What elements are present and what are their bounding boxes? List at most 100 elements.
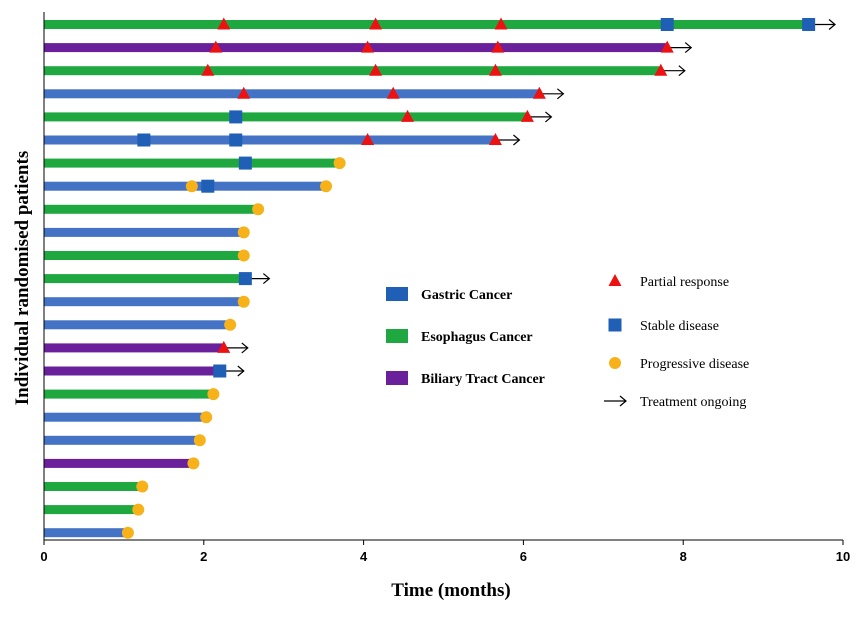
patient-bar-3-esophagus [44, 66, 661, 76]
x-tick-label-8: 8 [680, 549, 687, 564]
patient-3-event-4-partial [654, 63, 668, 76]
legend-marker-ongoing [604, 395, 627, 407]
patient-bar-4-gastric [44, 89, 540, 99]
legend: Gastric Cancer Esophagus Cancer Biliary Tr… [386, 274, 749, 410]
legend-marker-stable_disease [608, 318, 622, 332]
patient-bar-8-gastric [44, 181, 327, 191]
patient-6-event-3-partial [361, 133, 375, 145]
x-tick-label-4: 4 [360, 549, 368, 564]
patient-14-event-1-progressive [224, 318, 237, 331]
patient-8-event-2-stable [201, 179, 215, 193]
patient-bar-10-gastric [44, 227, 244, 237]
patient-6-event-2-stable [229, 133, 243, 147]
patient-12-event-1-stable [238, 272, 252, 286]
patient-6-event-4-partial [488, 133, 502, 145]
patient-bar-2-biliary [44, 43, 668, 53]
patient-bar-16-biliary [44, 366, 220, 376]
x-tick-label-10: 10 [836, 549, 850, 564]
patient-15-event-1-partial [217, 340, 231, 353]
patient-2-event-4-partial [660, 40, 674, 53]
patient-bar-12-esophagus [44, 274, 246, 284]
patient-13-event-1-progressive [237, 295, 250, 308]
axes-layer [43, 12, 843, 541]
ticks-layer: 0 2 4 6 8 10 [40, 540, 850, 564]
patient-1-event-3-partial [494, 17, 508, 30]
patient-bar-9-esophagus [44, 204, 259, 214]
legend-label-progressive_disease: Progressive disease [640, 357, 749, 372]
legend-marker-partial_response [608, 274, 622, 286]
y-axis-title: Individual randomised patients [12, 151, 33, 405]
legend-label-esophagus: Esophagus Cancer [421, 330, 533, 345]
patient-3-event-1-partial [201, 63, 215, 76]
legend-marker-progressive_disease [609, 357, 621, 369]
legend-label-ongoing: Treatment ongoing [640, 395, 746, 410]
patient-2-event-2-partial [361, 40, 375, 53]
patient-bar-22-esophagus [44, 505, 139, 515]
patient-bar-11-esophagus [44, 251, 244, 260]
x-tick-label-0: 0 [40, 549, 47, 564]
legend-label-partial_response: Partial response [640, 275, 729, 290]
patient-1-event-2-partial [369, 17, 383, 30]
patient-9-event-1-progressive [252, 203, 265, 216]
patient-4-event-2-partial [386, 86, 400, 99]
patient-1-event-1-partial [217, 17, 231, 30]
patient-5-event-2-partial [401, 109, 415, 122]
events-layer [121, 17, 836, 539]
patient-2-event-3-partial [491, 40, 505, 53]
patient-3-event-3-partial [488, 63, 502, 76]
patient-bar-7-esophagus [44, 158, 340, 168]
ongoing-arrow-5 [529, 111, 553, 123]
patient-19-event-1-progressive [193, 434, 206, 447]
legend-swatch-esophagus [386, 329, 408, 343]
patient-4-event-3-partial [532, 86, 546, 99]
patient-bar-19-gastric [44, 435, 200, 445]
patient-4-event-1-partial [237, 86, 251, 99]
patient-16-event-1-stable [213, 364, 227, 378]
patient-23-event-1-progressive [121, 526, 134, 539]
x-tick-label-2: 2 [200, 549, 207, 564]
x-axis-title: Time (months) [391, 580, 510, 601]
patient-bar-14-gastric [44, 320, 231, 330]
patient-18-event-1-progressive [200, 411, 213, 424]
patient-20-event-1-progressive [187, 457, 200, 470]
ongoing-arrow-4 [541, 88, 565, 100]
patient-6-event-1-stable [137, 133, 151, 147]
patient-bar-21-esophagus [44, 482, 143, 491]
patient-11-event-1-progressive [237, 249, 250, 262]
patient-7-event-2-progressive [333, 157, 346, 170]
patient-5-event-1-stable [229, 110, 243, 124]
patient-22-event-1-progressive [132, 503, 145, 516]
patient-3-event-2-partial [369, 63, 383, 76]
legend-label-biliary: Biliary Tract Cancer [421, 372, 545, 387]
legend-swatch-biliary [386, 371, 408, 385]
x-tick-label-6: 6 [520, 549, 527, 564]
patient-bar-23-gastric [44, 528, 128, 538]
patient-8-event-3-progressive [320, 180, 333, 193]
patient-bar-15-biliary [44, 343, 224, 353]
patient-21-event-1-progressive [136, 480, 149, 493]
patient-5-event-3-partial [520, 109, 534, 122]
patient-10-event-1-progressive [237, 226, 250, 239]
patient-bar-6-gastric [44, 135, 496, 145]
patient-bar-20-biliary [44, 458, 194, 468]
patient-7-event-1-stable [238, 156, 252, 170]
legend-swatch-gastric [386, 287, 408, 301]
ongoing-arrow-15 [225, 342, 249, 354]
patient-bar-18-gastric [44, 412, 207, 422]
bars-layer [44, 20, 812, 538]
patient-bar-5-esophagus [44, 112, 528, 122]
legend-label-stable_disease: Stable disease [640, 319, 719, 334]
patient-2-event-1-partial [209, 40, 223, 53]
patient-1-event-4-stable [660, 18, 674, 31]
ongoing-arrow-1 [813, 19, 836, 30]
patient-8-event-1-progressive [185, 180, 198, 193]
legend-label-gastric: Gastric Cancer [421, 288, 512, 303]
ongoing-arrow-3 [662, 65, 686, 77]
patient-1-event-5-stable [802, 18, 816, 31]
patient-bar-13-gastric [44, 297, 244, 307]
patient-bar-1-esophagus [44, 20, 812, 29]
patient-17-event-1-progressive [207, 388, 220, 401]
ongoing-arrow-2 [669, 42, 693, 54]
